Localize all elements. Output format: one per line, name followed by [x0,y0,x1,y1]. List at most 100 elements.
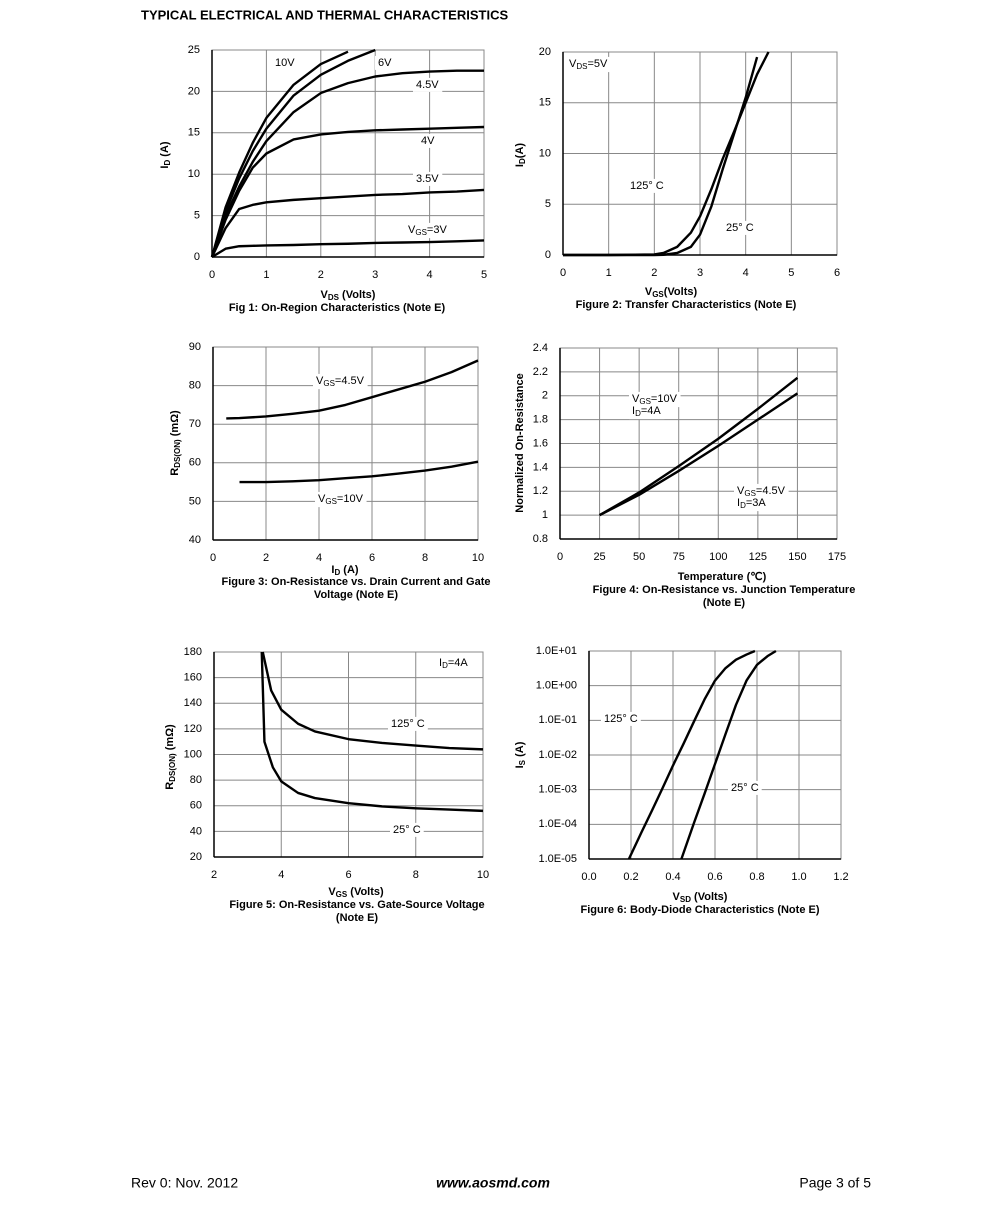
series-label-part: GS [744,489,756,498]
label-background [375,55,396,70]
series-label-part: GS [325,497,337,506]
series-line [210,69,484,258]
x-axis-label-part: V [328,886,336,898]
x-axis-label-part: GS [652,290,664,299]
y-tick-label: 1 [542,509,548,521]
series-label-part: V [632,393,640,405]
label-background [413,171,443,186]
y-tick-label: 0 [194,251,200,263]
series-label: VGS=10V [318,493,364,506]
y-tick-label: 80 [190,774,202,786]
y-tick-label: 2.2 [533,366,548,378]
x-axis-label-part: SD [680,895,691,904]
x-tick-label: 10 [472,552,484,564]
series-label-part: 6V [378,57,392,69]
x-tick-label: 1 [606,267,612,279]
x-tick-label: 1 [263,269,269,281]
series-label-part: 25° C [393,824,421,836]
y-axis-label-part: DS(ON) [168,753,177,782]
label-background [405,222,451,239]
x-tick-label: 4 [743,267,749,279]
y-axis-label-part: I [514,765,526,768]
y-tick-label: 1.2 [533,485,548,497]
y-axis-label: Normalized On-Resistance [514,373,526,512]
series-label-part: 10V [275,57,295,69]
x-tick-label: 1.0 [791,871,806,883]
y-tick-label: 0.8 [533,533,548,545]
footer-page: Page 3 of 5 [799,1175,871,1191]
x-tick-label: 4 [427,269,433,281]
series-line [627,649,756,860]
series-line [210,48,376,258]
figure-caption: Figure 6: Body-Diode Characteristics (No… [581,904,820,916]
y-tick-label: 10 [188,168,200,180]
y-tick-label: 60 [190,800,202,812]
y-tick-label: 140 [184,697,202,709]
series-line [563,56,759,257]
y-axis-label-part: I [514,164,526,167]
x-axis-label-part: (Volts) [691,891,728,903]
label-background [734,483,789,500]
series-label: 4V [421,135,435,147]
label-background [629,403,665,420]
y-axis-label-part: (A) [514,741,526,760]
series-label-part: 4V [421,135,435,147]
y-tick-label: 40 [189,534,201,546]
y-axis-label: IS (A) [514,741,527,768]
y-axis-label: ID (A) [159,141,172,169]
y-tick-label: 90 [189,341,201,353]
y-tick-label: 10 [539,147,551,159]
series-label: 10V [275,57,295,69]
x-tick-label: 150 [788,551,806,563]
y-axis-label-part: I [159,166,171,169]
series-label-part: GS [639,397,651,406]
x-tick-label: 1.2 [833,871,848,883]
y-tick-label: 15 [188,127,200,139]
annotation-part: V [569,58,577,70]
series-label-part: 3.5V [416,173,439,185]
x-tick-label: 4 [278,869,284,881]
annotation: ID=4A [439,657,468,670]
series-label-part: =4.5V [756,485,786,497]
x-tick-label: 3 [697,267,703,279]
y-tick-label: 1.8 [533,414,548,426]
label-background [418,133,439,148]
x-axis-label-part: I [331,564,334,576]
series-label-part: =4.5V [335,375,365,387]
y-axis-label-part: R [169,468,181,476]
series-label: ID=3A [737,497,766,510]
annotation-part: I [439,657,442,669]
y-axis-label: RDS(ON) (mΩ) [164,724,177,790]
series-label-part: I [737,497,740,509]
y-tick-label: 160 [184,672,202,684]
y-tick-label: 2.4 [533,342,548,354]
y-tick-label: 1.0E+00 [536,680,577,692]
series-label-part: GS [415,228,427,237]
series-label-part: D [740,501,746,510]
series-line [210,188,485,258]
x-tick-label: 2 [263,552,269,564]
figure-caption: (Note E) [703,597,746,609]
y-tick-label: 15 [539,97,551,109]
y-axis-label-part: (mΩ) [164,724,176,753]
series-label-part: GS [323,379,335,388]
series-label: VGS=3V [408,224,447,237]
x-tick-label: 0 [210,552,216,564]
y-tick-label: 1.6 [533,437,548,449]
figure-caption: Fig 1: On-Region Characteristics (Note E… [229,302,446,314]
y-axis-label-part: DS(ON) [173,439,182,468]
series-label-part: 25° C [726,222,754,234]
annotation-part: =5V [587,58,608,70]
label-background [734,495,770,512]
footer-website: www.aosmd.com [436,1175,550,1191]
series-label-part: =10V [651,393,678,405]
series-line [210,50,349,258]
y-tick-label: 1.0E-05 [538,853,577,865]
y-axis-label-part: (mΩ) [169,410,181,439]
series-line [239,460,479,484]
x-axis-label-part: V [645,286,653,298]
annotation: VDS=5V [569,58,608,71]
x-tick-label: 5 [481,269,487,281]
